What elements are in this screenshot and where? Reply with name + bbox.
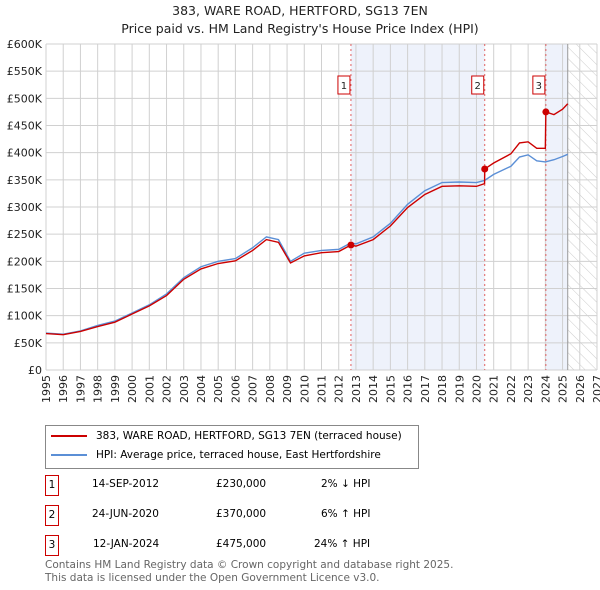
date: 12-JAN-2024 bbox=[93, 538, 160, 550]
x-tick-label: 2020 bbox=[470, 375, 483, 403]
x-tick-label: 1999 bbox=[109, 375, 122, 403]
date: 14-SEP-2012 bbox=[92, 478, 160, 490]
y-tick-label: £300K bbox=[7, 201, 43, 214]
price: £230,000 bbox=[216, 478, 267, 490]
price: £475,000 bbox=[216, 538, 267, 550]
marker-label: 1 bbox=[341, 81, 347, 92]
x-tick-label: 2002 bbox=[161, 375, 174, 403]
y-tick-label: £250K bbox=[7, 228, 43, 241]
y-tick-label: £100K bbox=[7, 310, 43, 323]
x-tick-label: 2026 bbox=[574, 375, 587, 403]
sale-point bbox=[347, 241, 355, 249]
date: 24-JUN-2020 bbox=[92, 508, 159, 520]
delta: 24% ↑ HPI bbox=[314, 538, 371, 550]
delta: 6% ↑ HPI bbox=[321, 508, 371, 520]
y-tick-label: £600K bbox=[7, 38, 43, 51]
y-tick-label: £200K bbox=[7, 255, 43, 268]
x-tick-label: 2001 bbox=[143, 375, 156, 403]
marker-box bbox=[532, 75, 546, 95]
x-tick-label: 2004 bbox=[195, 375, 208, 403]
transaction-row: 2 24-JUN-2020 £370,000 6% ↑ HPI bbox=[45, 505, 445, 526]
x-tick-label: 2022 bbox=[505, 375, 518, 403]
legend-red-swatch bbox=[51, 435, 87, 437]
y-tick-label: £400K bbox=[7, 147, 43, 160]
x-tick-label: 2027 bbox=[591, 375, 600, 403]
sale-point bbox=[481, 165, 489, 173]
x-tick-label: 1995 bbox=[40, 375, 53, 403]
x-tick-label: 2016 bbox=[402, 375, 415, 403]
x-tick-label: 1996 bbox=[57, 375, 70, 403]
footer: Contains HM Land Registry data © Crown c… bbox=[45, 559, 453, 585]
chart-title: 383, WARE ROAD, HERTFORD, SG13 7EN bbox=[172, 3, 428, 18]
x-tick-label: 2018 bbox=[436, 375, 449, 403]
marker-badge: 2 bbox=[45, 505, 59, 526]
x-tick-label: 2014 bbox=[367, 375, 380, 403]
x-tick-label: 2017 bbox=[419, 375, 432, 403]
marker-box bbox=[471, 75, 485, 95]
legend-blue-label: HPI: Average price, terraced house, East… bbox=[96, 449, 381, 461]
x-tick-label: 2010 bbox=[298, 375, 311, 403]
x-tick-label: 2003 bbox=[178, 375, 191, 403]
delta: 2% ↓ HPI bbox=[321, 478, 371, 490]
x-tick-label: 2021 bbox=[488, 375, 501, 403]
x-tick-label: 2011 bbox=[316, 375, 329, 403]
marker-label: 2 bbox=[475, 81, 481, 92]
x-tick-label: 2007 bbox=[247, 375, 260, 403]
x-tick-label: 2000 bbox=[126, 375, 139, 403]
x-tick-label: 2006 bbox=[229, 375, 242, 403]
legend-blue-swatch bbox=[51, 454, 87, 456]
marker-label: 3 bbox=[536, 81, 542, 92]
chart-plot: 1995 1996 1997 1998 1999 2000 2001 2002 2003 2004… bbox=[7, 38, 600, 403]
series-line bbox=[45, 153, 568, 335]
x-tick-label: 2023 bbox=[522, 375, 535, 403]
legend: 383, WARE ROAD, HERTFORD, SG13 7EN (terr… bbox=[45, 425, 419, 469]
series-line bbox=[45, 103, 569, 336]
y-tick-label: £0 bbox=[28, 364, 42, 377]
chart-subtitle: Price paid vs. HM Land Registry's House … bbox=[121, 21, 479, 36]
transaction-row: 1 14-SEP-2012 £230,000 2% ↓ HPI bbox=[45, 475, 445, 496]
marker-box bbox=[337, 75, 351, 95]
y-tick-label: £550K bbox=[7, 65, 43, 78]
x-tick-label: 2019 bbox=[453, 375, 466, 403]
x-tick-label: 1998 bbox=[92, 375, 105, 403]
x-tick-label: 2024 bbox=[539, 375, 552, 403]
x-tick-label: 2009 bbox=[281, 375, 294, 403]
x-tick-label: 2005 bbox=[212, 375, 225, 403]
footer-line-1: Contains HM Land Registry data © Crown c… bbox=[45, 559, 454, 571]
transaction-row: 3 12-JAN-2024 £475,000 24% ↑ HPI bbox=[45, 535, 445, 556]
x-tick-label: 2015 bbox=[384, 375, 397, 403]
marker-badge: 3 bbox=[45, 535, 59, 556]
price: £370,000 bbox=[216, 508, 267, 520]
y-tick-label: £350K bbox=[7, 174, 43, 187]
y-tick-label: £450K bbox=[7, 120, 43, 133]
y-tick-label: £500K bbox=[7, 92, 43, 105]
x-tick-label: 2012 bbox=[333, 375, 346, 403]
y-tick-label: £150K bbox=[7, 283, 43, 296]
sale-point bbox=[542, 108, 550, 116]
y-tick-label: £50K bbox=[14, 337, 43, 350]
footer-line-2: This data is licensed under the Open Gov… bbox=[45, 572, 380, 584]
x-tick-label: 2025 bbox=[557, 375, 570, 403]
legend-red-label: 383, WARE ROAD, HERTFORD, SG13 7EN (terr… bbox=[96, 430, 402, 442]
x-tick-label: 2013 bbox=[350, 375, 363, 403]
x-tick-label: 1997 bbox=[74, 375, 87, 403]
marker-badge: 1 bbox=[45, 475, 59, 496]
x-tick-label: 2008 bbox=[264, 375, 277, 403]
